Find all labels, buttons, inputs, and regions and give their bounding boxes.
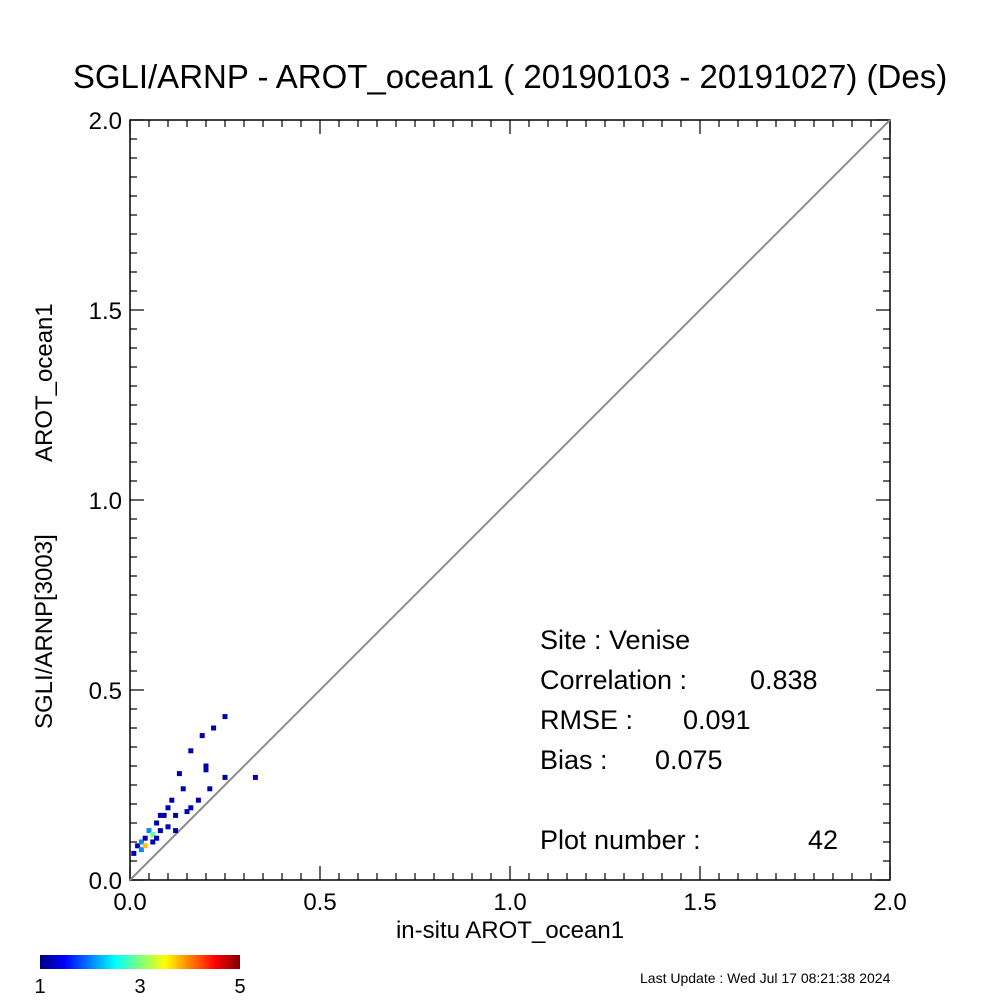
y-axis-label-line2: AROT_ocean1 [31, 303, 58, 462]
stat-correlation-value: 0.838 [750, 665, 818, 695]
tick-labels: 0.0 0.5 1.0 1.5 2.0 0.0 0.5 1.0 1.5 2.0 [89, 108, 907, 916]
data-point [199, 733, 205, 739]
y-tick-label: 1.5 [89, 298, 122, 325]
data-point [203, 763, 209, 769]
stat-bias-label: Bias : [540, 745, 608, 775]
colorbar: 1 3 5 [34, 955, 246, 998]
x-tick-label: 1.0 [493, 889, 526, 916]
x-tick-label: 0.0 [113, 889, 146, 916]
data-point [154, 820, 160, 826]
data-point [154, 835, 160, 841]
stat-correlation-label: Correlation : [540, 665, 687, 695]
data-point [157, 812, 163, 818]
data-point [165, 805, 171, 811]
stat-rmse-label: RMSE : [540, 705, 633, 735]
colorbar-label: 1 [34, 976, 45, 998]
x-tick-label: 1.5 [683, 889, 716, 916]
y-tick-label: 0.0 [89, 868, 122, 895]
y-tick-label: 0.5 [89, 678, 122, 705]
data-point [157, 828, 163, 834]
y-axis-label-line1: SGLI/ARNP[3003] [31, 534, 58, 729]
data-point [188, 748, 194, 754]
data-point [173, 812, 179, 818]
stat-plot-number-label: Plot number : [540, 825, 701, 855]
data-point [207, 786, 213, 792]
stat-bias-value: 0.075 [655, 745, 723, 775]
colorbar-label: 5 [234, 976, 245, 998]
chart-title: SGLI/ARNP - AROT_ocean1 ( 20190103 - 201… [73, 58, 947, 95]
data-point [252, 774, 258, 780]
data-point [176, 771, 182, 777]
data-point [184, 809, 190, 815]
data-point [150, 839, 156, 845]
data-point [150, 831, 156, 837]
stat-site: Site : Venise [540, 625, 690, 655]
last-update-text: Last Update : Wed Jul 17 08:21:38 2024 [640, 970, 891, 986]
data-point [146, 828, 152, 834]
stat-rmse-value: 0.091 [683, 705, 751, 735]
data-point [203, 767, 209, 773]
axis-ticks [129, 119, 891, 881]
data-point [169, 797, 175, 803]
data-point [138, 839, 144, 845]
data-point [180, 786, 186, 792]
colorbar-labels: 1 3 5 [34, 976, 245, 998]
x-tick-label: 0.5 [303, 889, 336, 916]
data-point [142, 843, 148, 849]
data-point [142, 835, 148, 841]
data-point [222, 774, 228, 780]
data-point [188, 805, 194, 811]
colorbar-gradient [40, 955, 240, 969]
data-point [211, 725, 217, 731]
data-points [131, 714, 258, 856]
y-tick-label: 1.0 [89, 488, 122, 515]
colorbar-label: 3 [134, 976, 145, 998]
x-axis-label: in-situ AROT_ocean1 [396, 917, 624, 944]
data-point [222, 714, 228, 720]
stats-panel: Site : Venise Correlation : 0.838 RMSE :… [540, 625, 838, 855]
one-to-one-line [129, 119, 891, 881]
data-point [173, 828, 179, 834]
data-point [195, 797, 201, 803]
data-point [138, 847, 144, 853]
data-point [131, 850, 137, 856]
data-point [135, 843, 141, 849]
x-tick-label: 2.0 [873, 889, 906, 916]
data-point [161, 812, 167, 818]
data-point [165, 824, 171, 830]
y-tick-label: 2.0 [89, 108, 122, 135]
stat-plot-number-value: 42 [808, 825, 838, 855]
